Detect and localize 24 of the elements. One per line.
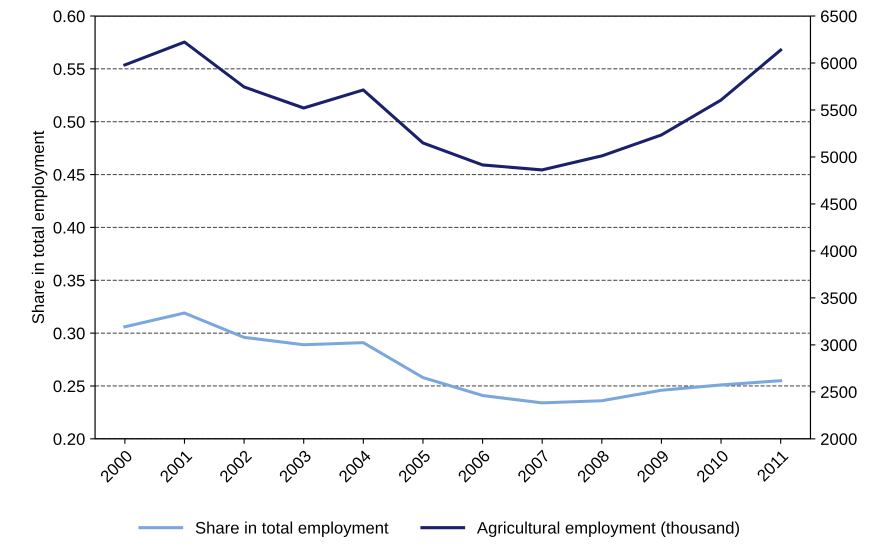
line-series <box>123 312 782 404</box>
y-tick-label: 0.20 <box>54 433 85 446</box>
y-tick-label: 0.25 <box>54 380 85 392</box>
y2-tick-label: 4000 <box>820 245 857 258</box>
y-tick-label: 0.40 <box>54 222 85 234</box>
y2-tick-label: 5500 <box>820 104 857 116</box>
y-tick-label: 0.45 <box>54 168 85 181</box>
line-series <box>123 40 782 172</box>
y2-tick-label: 6000 <box>821 57 857 70</box>
y2-tick-label: 4500 <box>820 198 857 210</box>
y-tick-label: 0.60 <box>54 10 85 22</box>
legend-label: Agricultural employment (thousand) <box>476 521 739 537</box>
y-tick-label: 0.30 <box>54 328 85 340</box>
legend-label: Share in total employment <box>196 521 388 537</box>
y-axis-title: Share in total employment <box>32 130 48 324</box>
y-tick-label: 0.50 <box>54 116 85 128</box>
y2-tick-label: 2000 <box>821 433 857 446</box>
y-tick-label: 0.55 <box>54 63 85 76</box>
y2-tick-label: 2500 <box>821 386 857 398</box>
y2-tick-label: 3500 <box>820 292 857 304</box>
y2-tick-label: 6500 <box>821 10 857 22</box>
y-tick-label: 0.35 <box>54 274 85 286</box>
y2-tick-label: 3000 <box>820 339 857 352</box>
y2-tick-label: 5000 <box>820 151 857 164</box>
